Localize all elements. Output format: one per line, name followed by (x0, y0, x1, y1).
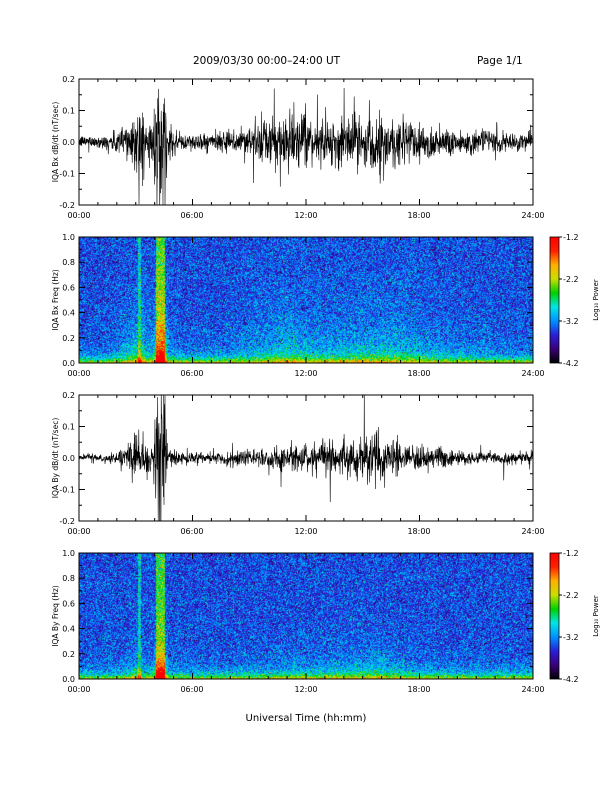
spectrogram-image (79, 237, 533, 363)
y-tick-label: 0.2 (62, 650, 75, 659)
colorbar-tick-label: -4.2 (563, 359, 579, 368)
x-tick-label: 06:00 (180, 211, 203, 220)
colorbar-tick-label: -4.2 (563, 675, 579, 684)
panel-by-dbdt: 0.2 0.1 0.0 -0.1 -0.200:00 06:00 12:00 18:00 24:… (51, 391, 545, 536)
colorbar-tick-label: -3.2 (563, 633, 579, 642)
y-tick-label: 0.0 (62, 359, 75, 368)
x-tick-label: 24:00 (521, 369, 544, 378)
y-tick-label: 0.2 (62, 334, 75, 343)
x-tick-label: 00:00 (67, 211, 90, 220)
y-axis-label: IQA By dB/dt (nT/sec) (51, 418, 60, 499)
x-tick-label: 12:00 (294, 369, 317, 378)
x-tick-label: 18:00 (407, 211, 430, 220)
x-axis-label: Universal Time (hh:mm) (246, 713, 367, 724)
y-tick-label: 0.0 (62, 454, 75, 463)
series-line (79, 395, 533, 521)
x-tick-label: 00:00 (67, 527, 90, 536)
y-tick-label: -0.1 (59, 170, 75, 179)
y-tick-label: 0.8 (62, 258, 75, 267)
panel-bx-dbdt: 0.2 0.1 0.0 -0.1 -0.200:00 06:00 12:00 18:00 24:… (51, 75, 545, 220)
colorbar-tick-label: -2.2 (563, 275, 579, 284)
y-tick-label: -0.1 (59, 486, 75, 495)
x-tick-label: 00:00 (67, 685, 90, 694)
y-tick-label: 1.0 (62, 233, 75, 242)
x-tick-label: 06:00 (180, 369, 203, 378)
x-tick-label: 12:00 (294, 527, 317, 536)
colorbar-tick-label: -1.2 (563, 233, 579, 242)
y-tick-label: 0.2 (62, 391, 75, 400)
colorbar-scale (549, 236, 560, 364)
page-title: 2009/03/30 00:00–24:00 UT (193, 55, 341, 67)
y-tick-label: 0.4 (62, 309, 75, 318)
y-axis-label: IQA Bx Freq (Hz) (51, 269, 60, 331)
panel-bx-spectrogram: 1.0 0.8 0.6 0.4 0.2 0.000:00 06:00 12:00 18:00 24… (51, 233, 545, 378)
colorbar-scale (549, 552, 560, 680)
x-tick-label: 12:00 (294, 211, 317, 220)
y-tick-label: 0.4 (62, 625, 75, 634)
colorbar: -1.2 -2.2 -3.2 -4.2 Log₁₀ Power (549, 549, 600, 684)
y-axis-label: IQA Bx dB/dt (nT/sec) (51, 102, 60, 183)
x-tick-label: 06:00 (180, 527, 203, 536)
colorbar-tick-label: -2.2 (563, 591, 579, 600)
x-tick-label: 00:00 (67, 369, 90, 378)
colorbar-tick-label: -1.2 (563, 549, 579, 558)
colorbar-tick-label: -3.2 (563, 317, 579, 326)
x-tick-label: 24:00 (521, 527, 544, 536)
y-tick-label: -0.2 (59, 517, 75, 526)
y-tick-label: 0.2 (62, 75, 75, 84)
x-tick-label: 12:00 (294, 685, 317, 694)
y-tick-label: 0.1 (62, 423, 75, 432)
y-tick-label: 0.0 (62, 138, 75, 147)
x-tick-label: 06:00 (180, 685, 203, 694)
y-tick-label: 1.0 (62, 549, 75, 558)
page-number: Page 1/1 (477, 55, 523, 67)
colorbar-label: Log₁₀ Power (592, 279, 600, 321)
y-tick-label: 0.1 (62, 107, 75, 116)
y-tick-label: 0.0 (62, 675, 75, 684)
colorbar: -1.2 -2.2 -3.2 -4.2 Log₁₀ Power (549, 233, 600, 368)
x-tick-label: 18:00 (407, 369, 430, 378)
y-tick-label: 0.6 (62, 283, 75, 292)
series-line (79, 87, 533, 205)
colorbar-label: Log₁₀ Power (592, 595, 600, 637)
y-tick-label: 0.8 (62, 574, 75, 583)
spectrogram-image (79, 553, 533, 679)
y-tick-label: -0.2 (59, 201, 75, 210)
x-tick-label: 18:00 (407, 527, 430, 536)
x-tick-label: 18:00 (407, 685, 430, 694)
y-axis-label: IQA By Freq (Hz) (51, 585, 60, 647)
panel-by-spectrogram: 1.0 0.8 0.6 0.4 0.2 0.000:00 06:00 12:00 18:00 24… (51, 549, 545, 724)
y-tick-label: 0.6 (62, 599, 75, 608)
x-tick-label: 24:00 (521, 685, 544, 694)
x-tick-label: 24:00 (521, 211, 544, 220)
